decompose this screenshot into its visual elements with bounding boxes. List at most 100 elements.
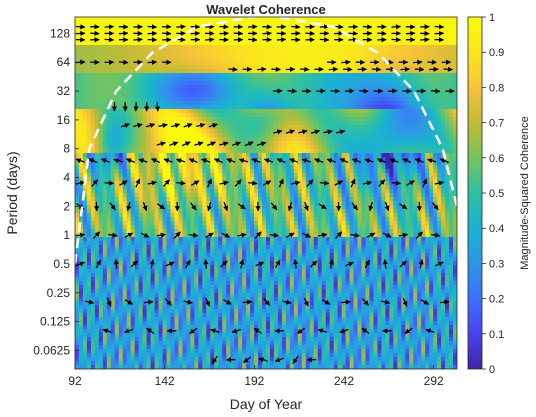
heatmap-cell [293, 49, 299, 54]
heatmap-cell [401, 137, 406, 142]
heatmap-cell [325, 165, 331, 170]
heatmap-cell [337, 113, 343, 118]
heatmap-cell [186, 181, 191, 186]
heatmap-cell [146, 93, 152, 98]
heatmap-cell [146, 157, 152, 162]
heatmap-cell [377, 185, 382, 190]
heatmap-cell [234, 145, 239, 150]
heatmap-cell [242, 105, 247, 110]
heatmap-cell [258, 101, 263, 106]
heatmap-cell [409, 45, 414, 50]
heatmap-cell [365, 61, 370, 66]
heatmap-cell [401, 81, 406, 86]
heatmap-cell [114, 177, 120, 182]
heatmap-cell [186, 57, 191, 62]
heatmap-cell [218, 49, 223, 54]
heatmap-cell [449, 153, 454, 158]
heatmap-cell [122, 17, 128, 22]
heatmap-cell [182, 197, 187, 202]
heatmap-cell [110, 217, 116, 222]
heatmap-cell [345, 113, 351, 118]
heatmap-cell [198, 221, 203, 226]
heatmap-cell [381, 45, 386, 50]
heatmap-cell [134, 65, 140, 70]
heatmap-cell [142, 125, 148, 130]
heatmap-cell [269, 209, 275, 214]
heatmap-cell [134, 121, 140, 126]
chart-title: Wavelet Coherence [206, 2, 325, 17]
heatmap-cell [98, 165, 104, 170]
heatmap-cell [325, 77, 331, 82]
heatmap-cell [266, 21, 271, 26]
heatmap-cell [425, 221, 430, 226]
heatmap-cell [218, 33, 223, 38]
heatmap-cell [277, 185, 283, 190]
heatmap-cell [130, 117, 136, 122]
heatmap-cell [138, 189, 144, 194]
heatmap-cell [114, 133, 120, 138]
heatmap-cell [186, 133, 191, 138]
heatmap-cell [433, 165, 438, 170]
heatmap-cell [385, 101, 390, 106]
heatmap-cell [78, 169, 84, 174]
heatmap-cell [130, 149, 136, 154]
heatmap-cell [102, 21, 108, 26]
heatmap-cell [297, 133, 303, 138]
heatmap-cell [202, 213, 207, 218]
heatmap-cell [118, 97, 124, 102]
heatmap-cell [118, 49, 124, 54]
heatmap-cell [262, 217, 267, 222]
heatmap-cell [385, 37, 390, 42]
heatmap-cell [305, 185, 311, 190]
heatmap-cell [186, 173, 191, 178]
heatmap-cell [106, 161, 112, 166]
heatmap-cell [182, 61, 187, 66]
heatmap-cell [341, 57, 347, 62]
heatmap-cell [361, 153, 366, 158]
heatmap-cell [262, 53, 267, 58]
heatmap-cell [273, 49, 279, 54]
heatmap-cell [246, 157, 251, 162]
heatmap-cell [393, 77, 398, 82]
heatmap-cell [329, 213, 335, 218]
heatmap-cell [285, 161, 291, 166]
heatmap-cell [210, 45, 215, 50]
heatmap-cell [78, 41, 84, 46]
heatmap-cell [142, 77, 148, 82]
heatmap-cell [210, 189, 215, 194]
heatmap-cell [118, 93, 124, 98]
heatmap-cell [138, 117, 144, 122]
heatmap-cell [437, 201, 442, 206]
heatmap-cell [369, 121, 374, 126]
heatmap-cell [150, 81, 156, 86]
heatmap-cell [277, 221, 283, 226]
heatmap-cell [75, 141, 80, 146]
heatmap-cell [317, 45, 323, 50]
heatmap-cell [202, 21, 207, 26]
heatmap-cell [309, 145, 315, 150]
heatmap-cell [417, 21, 422, 26]
heatmap-cell [78, 201, 84, 206]
heatmap-cell [106, 201, 112, 206]
heatmap-cell [377, 97, 382, 102]
heatmap-cell [214, 25, 219, 30]
heatmap-cell [154, 49, 160, 54]
heatmap-cell [405, 205, 410, 210]
heatmap-cell [166, 189, 171, 194]
heatmap-cell [214, 109, 219, 114]
heatmap-cell [297, 117, 303, 122]
heatmap-cell [449, 25, 454, 30]
heatmap-cell [305, 33, 311, 38]
heatmap-cell [154, 221, 160, 226]
heatmap-cell [369, 181, 374, 186]
heatmap-cell [401, 25, 406, 30]
heatmap-cell [102, 201, 108, 206]
heatmap-cell [425, 97, 430, 102]
heatmap-cell [98, 169, 104, 174]
heatmap-cell [449, 81, 454, 86]
heatmap-cell [309, 133, 315, 138]
heatmap-cell [130, 109, 136, 114]
heatmap-cell [361, 173, 366, 178]
heatmap-cell [186, 117, 191, 122]
heatmap-cell [345, 169, 351, 174]
